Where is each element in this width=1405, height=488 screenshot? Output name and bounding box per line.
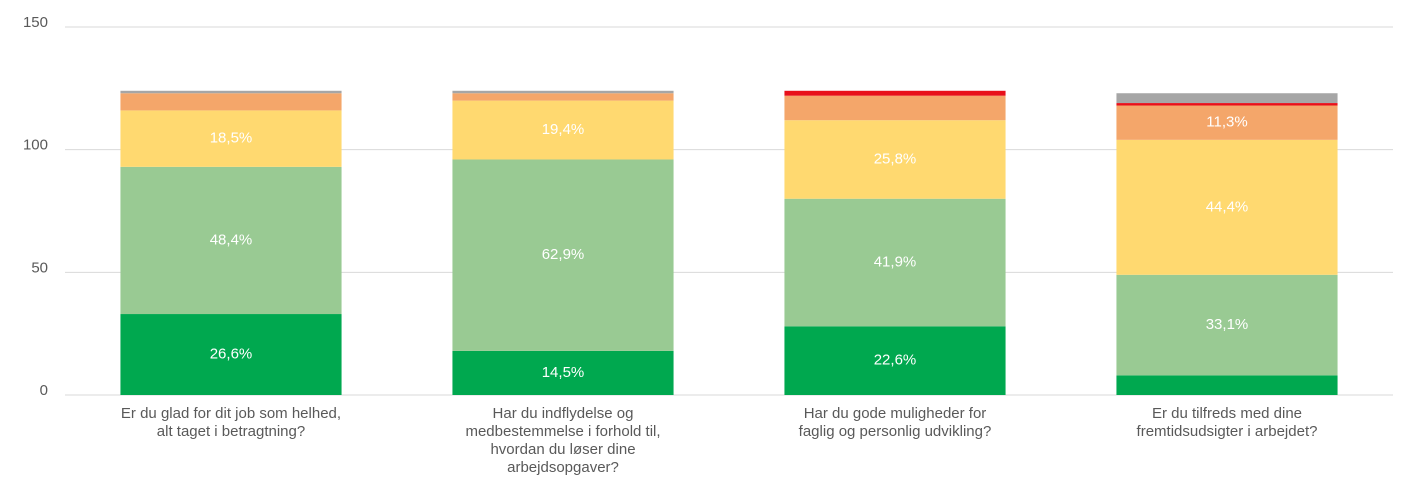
bar-segment bbox=[452, 100, 674, 160]
x-tick-label: Er du glad for dit job som helhed, alt ta… bbox=[121, 405, 341, 440]
bar-segment bbox=[784, 198, 1006, 327]
data-label: 19,4% bbox=[542, 121, 585, 138]
bar-segment bbox=[120, 110, 342, 167]
bar-segment bbox=[452, 350, 674, 395]
data-label: 22,6% bbox=[874, 352, 917, 369]
data-label: 18,5% bbox=[210, 130, 253, 147]
label-line: arbejdsopgaver? bbox=[507, 459, 619, 476]
data-label: 26,6% bbox=[210, 345, 253, 362]
bar-segment bbox=[120, 166, 342, 315]
bar-segment bbox=[452, 93, 674, 101]
x-tick-label: Har du gode muligheder for faglig og pers… bbox=[799, 405, 992, 440]
bar-segment bbox=[784, 120, 1006, 199]
bar-segment bbox=[452, 159, 674, 351]
bar-segment bbox=[1116, 274, 1338, 376]
label-line: Har du gode muligheder for bbox=[804, 405, 987, 422]
bar-segment bbox=[1116, 105, 1338, 140]
bar-segment bbox=[784, 95, 1006, 121]
bar-segment bbox=[1116, 375, 1338, 395]
label-line: faglig og personlig udvikling? bbox=[799, 423, 992, 440]
label-line: alt taget i betragtning? bbox=[157, 423, 305, 440]
label-line: Er du glad for dit job som helhed, bbox=[121, 405, 341, 422]
data-label: 14,5% bbox=[542, 364, 585, 381]
bar-segment bbox=[452, 90, 674, 94]
data-label: 62,9% bbox=[542, 246, 585, 263]
bar-segment bbox=[1116, 103, 1338, 106]
bar-segment bbox=[120, 314, 342, 395]
y-tick-label: 0 bbox=[40, 382, 48, 399]
data-label: 25,8% bbox=[874, 150, 917, 167]
data-label: 44,4% bbox=[1206, 198, 1249, 215]
bar-segment bbox=[120, 93, 342, 111]
data-label: 11,3% bbox=[1206, 114, 1247, 131]
y-tick-label: 50 bbox=[31, 259, 48, 276]
label-line: hvordan du løser dine bbox=[490, 441, 635, 458]
label-line: medbestemmelse i forhold til, bbox=[465, 423, 660, 440]
bar-segment bbox=[1116, 139, 1338, 275]
label-line: Har du indflydelse og bbox=[493, 405, 634, 422]
y-tick-label: 100 bbox=[23, 137, 48, 154]
data-label: 48,4% bbox=[210, 231, 253, 248]
bar-segment bbox=[120, 90, 342, 94]
y-tick-label: 150 bbox=[23, 14, 48, 31]
bar-segment bbox=[1116, 93, 1338, 104]
x-tick-label: Har du indflydelse og medbestemmelse i fo… bbox=[465, 405, 660, 476]
data-label: 33,1% bbox=[1206, 316, 1249, 333]
data-label: 41,9% bbox=[874, 253, 917, 270]
label-line: Er du tilfreds med dine bbox=[1152, 405, 1302, 422]
bar-segment bbox=[784, 326, 1006, 395]
bar-segment bbox=[784, 90, 1006, 96]
label-line: fremtidsudsigter i arbejdet? bbox=[1137, 423, 1318, 440]
x-tick-label: Er du tilfreds med dine fremtidsudsigter … bbox=[1137, 405, 1318, 440]
